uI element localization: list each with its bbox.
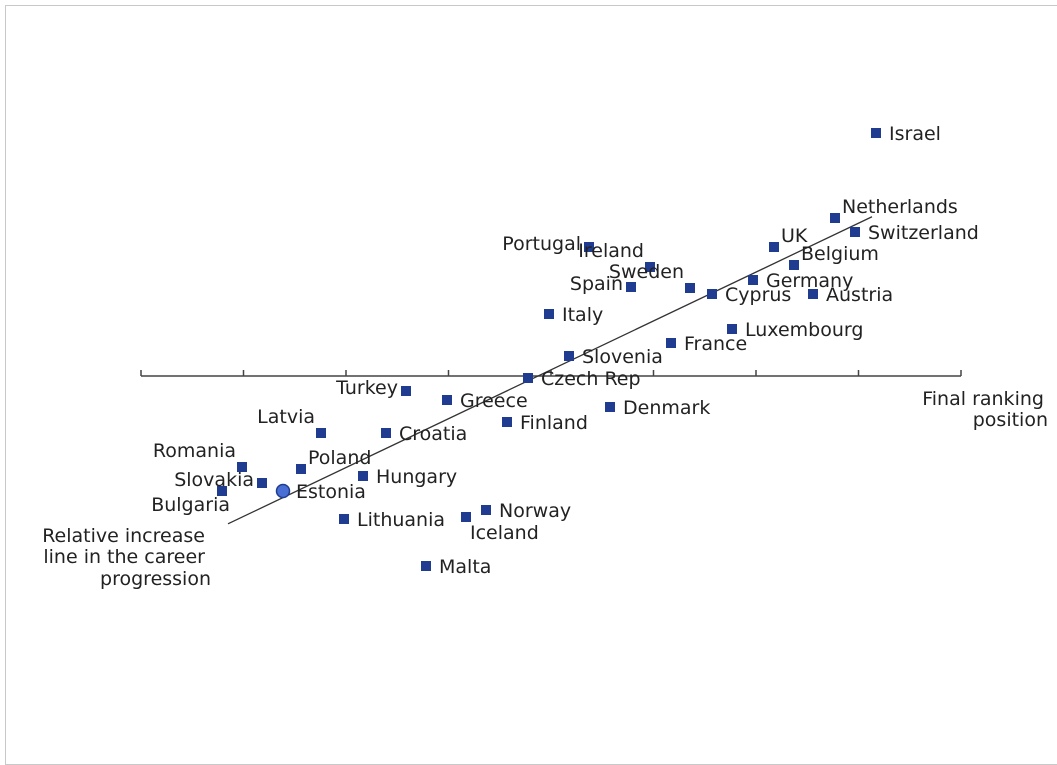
data-point (544, 309, 554, 319)
point-label: Spain (570, 273, 623, 295)
data-point (381, 428, 391, 438)
data-point (316, 428, 326, 438)
data-point (808, 289, 818, 299)
point-label: Norway (499, 500, 571, 522)
data-point (237, 462, 247, 472)
point-label: Poland (308, 447, 371, 469)
data-point (217, 486, 227, 496)
point-label: France (684, 333, 747, 355)
trendline-label-line: progression (100, 568, 211, 590)
data-point (421, 561, 431, 571)
data-point (707, 289, 717, 299)
point-label: Lithuania (357, 509, 445, 531)
data-point (830, 213, 840, 223)
point-label: Croatia (399, 423, 467, 445)
x-axis-label-line: position (973, 409, 1048, 431)
data-point (296, 464, 306, 474)
point-label: Greece (460, 390, 528, 412)
point-label: Luxembourg (745, 319, 863, 341)
data-point (401, 386, 411, 396)
trendline (227, 216, 873, 525)
point-label: Latvia (257, 406, 315, 428)
point-label: Slovenia (582, 346, 663, 368)
data-point (666, 338, 676, 348)
data-point (461, 512, 471, 522)
point-label: Italy (562, 304, 603, 326)
data-point (645, 262, 655, 272)
data-point (748, 275, 758, 285)
x-axis-label-line: Final ranking (922, 388, 1044, 410)
data-point (605, 402, 615, 412)
trendline-label-line: line in the career (43, 546, 205, 568)
data-point (685, 283, 695, 293)
point-label: Austria (826, 284, 893, 306)
point-label: Romania (153, 440, 236, 462)
highlight-point (275, 483, 291, 499)
data-point (564, 351, 574, 361)
point-label: Turkey (335, 377, 398, 399)
point-label: Portugal (502, 233, 581, 255)
point-label: Germany (766, 270, 853, 292)
point-label: Iceland (470, 522, 539, 544)
point-label: Hungary (376, 466, 457, 488)
point-label: Bulgaria (151, 494, 230, 516)
point-label: Cyprus (725, 284, 791, 306)
data-point (502, 417, 512, 427)
data-point (850, 227, 860, 237)
data-point (523, 373, 533, 383)
point-label: Switzerland (868, 222, 979, 244)
point-label: Slovakia (174, 469, 254, 491)
data-point (339, 514, 349, 524)
x-axis-label: Final ranking position (922, 388, 1050, 431)
data-point (626, 282, 636, 292)
data-point (257, 478, 267, 488)
point-label: Denmark (623, 397, 710, 419)
data-point (481, 505, 491, 515)
data-point (584, 242, 594, 252)
point-label: Belgium (801, 243, 879, 265)
data-points (217, 128, 881, 571)
point-label: Finland (520, 412, 588, 434)
point-label: Sweden (609, 261, 684, 283)
trendline-label-line: Relative increase (42, 525, 205, 547)
trendline-label: Relative increase line in the career pro… (42, 525, 211, 590)
point-label: Czech Rep (541, 368, 641, 390)
point-label: Estonia (296, 481, 366, 503)
x-axis (140, 370, 962, 377)
point-label: Ireland (578, 240, 644, 262)
point-label: UK (781, 225, 808, 247)
data-point (769, 242, 779, 252)
data-point (871, 128, 881, 138)
data-point (358, 471, 368, 481)
point-label: Malta (439, 556, 491, 578)
data-point (442, 395, 452, 405)
point-label: Netherlands (842, 196, 958, 218)
point-label: Israel (889, 123, 941, 145)
data-point (727, 324, 737, 334)
data-point (789, 260, 799, 270)
